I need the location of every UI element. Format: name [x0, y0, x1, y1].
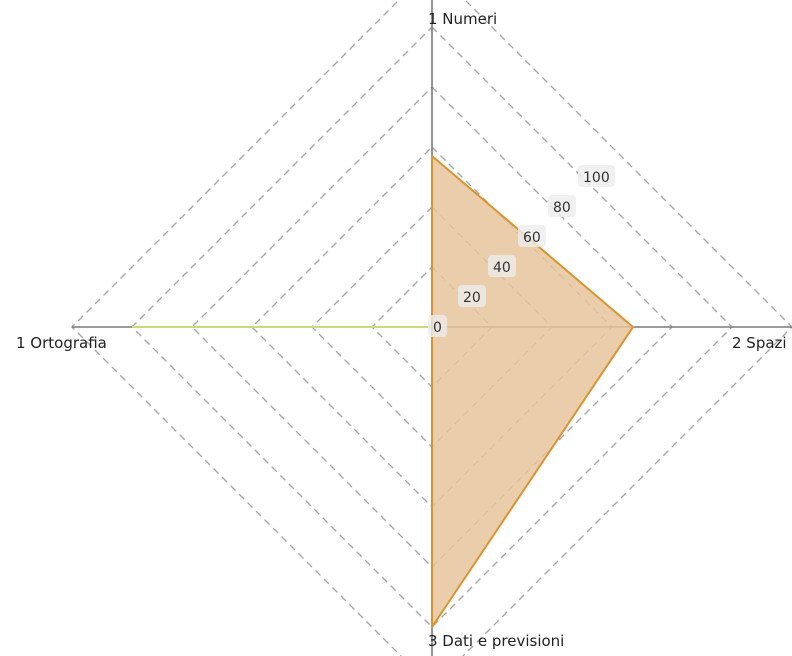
- tick-label: 0: [433, 320, 442, 336]
- radar-series: [132, 153, 635, 631]
- tick-box: [548, 195, 576, 217]
- axis-labels: 1 Numeri 2 Spazi 3 Dati e previsioni 1 Orto…: [16, 10, 787, 650]
- tick-box: [458, 285, 486, 307]
- axis-label-4: 1 Ortografia: [16, 334, 107, 352]
- tick-label: 80: [553, 200, 571, 216]
- series-area-2: [431, 153, 635, 631]
- tick-label: 60: [523, 230, 541, 246]
- tick-box: [518, 225, 546, 247]
- tick-box: [488, 255, 516, 277]
- grid-ring-100: [131, 26, 733, 628]
- radial-tick-100: 100: [578, 165, 615, 187]
- tick-label: 40: [493, 260, 511, 276]
- tick-box: [578, 165, 615, 187]
- grid-ring-120: [71, 0, 792, 656]
- axis-label-2: 2 Spazi: [732, 334, 787, 352]
- tick-box: [428, 315, 447, 337]
- radial-tick-0: 0: [428, 315, 447, 337]
- tick-label: 20: [463, 290, 481, 306]
- axis-label-3: 3 Dati e previsioni: [428, 632, 564, 650]
- radial-tick-20: 20: [458, 285, 486, 307]
- axis-label-1: 1 Numeri: [428, 10, 497, 28]
- radial-tick-60: 60: [518, 225, 546, 247]
- radial-tick-40: 40: [488, 255, 516, 277]
- tick-label: 100: [583, 170, 610, 186]
- radial-tick-labels: 0 20 40 60 80 100: [428, 165, 615, 337]
- radial-tick-80: 80: [548, 195, 576, 217]
